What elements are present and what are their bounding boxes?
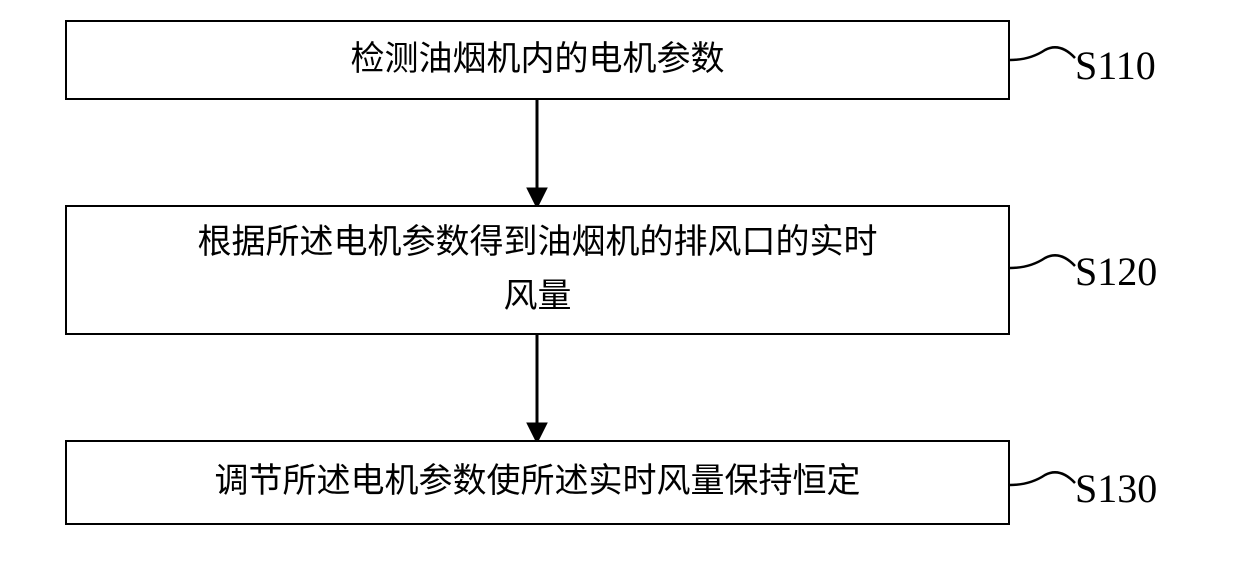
flowchart-step-3-label: S130 (1075, 465, 1157, 512)
flowchart-step-1-label: S110 (1075, 42, 1156, 89)
label-connector-1 (1005, 30, 1080, 80)
flowchart-arrow-1 (520, 100, 554, 210)
flowchart-arrow-2 (520, 335, 554, 445)
flowchart-step-3: 调节所述电机参数使所述实时风量保持恒定 (65, 440, 1010, 525)
flowchart-step-2-text: 根据所述电机参数得到油烟机的排风口的实时 风量 (198, 216, 878, 325)
label-connector-3 (1005, 455, 1080, 505)
flowchart-step-1: 检测油烟机内的电机参数 (65, 20, 1010, 100)
flowchart-step-1-text: 检测油烟机内的电机参数 (351, 33, 725, 87)
flowchart-step-2-label: S120 (1075, 248, 1157, 295)
flowchart-step-3-text: 调节所述电机参数使所述实时风量保持恒定 (215, 455, 861, 509)
flowchart-step-2: 根据所述电机参数得到油烟机的排风口的实时 风量 (65, 205, 1010, 335)
label-connector-2 (1005, 238, 1080, 288)
